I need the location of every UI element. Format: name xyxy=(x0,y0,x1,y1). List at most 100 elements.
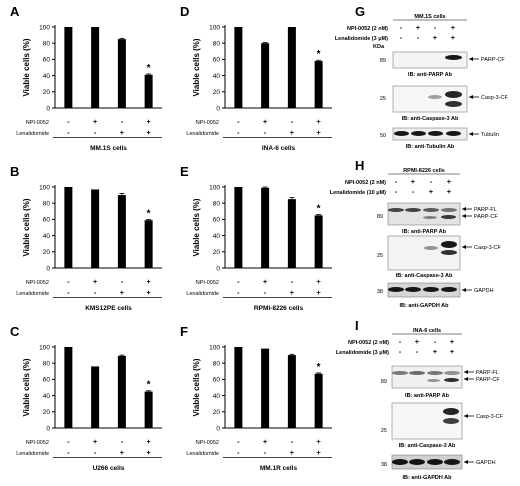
significance-star: * xyxy=(147,63,151,74)
y-tick-label: 100 xyxy=(209,344,220,351)
y-tick-label: 20 xyxy=(43,89,51,96)
arrowhead xyxy=(462,207,466,211)
blot-treatment-sign: - xyxy=(395,177,398,186)
treatment-label: NPI-0052 xyxy=(26,440,49,446)
blot-treatment-sign: - xyxy=(412,187,415,196)
treatment-sign: + xyxy=(290,448,295,457)
significance-star: * xyxy=(317,362,321,373)
treatment-sign: - xyxy=(94,288,97,297)
bar xyxy=(234,347,243,428)
blot-treatment-sign: + xyxy=(450,337,455,346)
panel-letter: F xyxy=(180,324,188,339)
blot-strip xyxy=(391,365,463,389)
treatment-label: NPI-0052 xyxy=(196,440,219,446)
bar xyxy=(314,373,323,428)
treatment-sign: - xyxy=(121,277,124,286)
bar xyxy=(234,27,243,108)
treatment-label: Lenalidomide xyxy=(186,291,219,297)
y-tick-label: 40 xyxy=(213,73,221,80)
treatment-label: Lenalidomide xyxy=(16,291,49,297)
blot-treatment-sign: - xyxy=(417,33,420,42)
blot-treatment-sign: - xyxy=(400,33,403,42)
treatment-sign: + xyxy=(146,277,151,286)
y-tick-label: 0 xyxy=(216,265,220,272)
treatment-sign: + xyxy=(120,448,125,457)
mw-marker: 25 xyxy=(377,253,383,259)
band-arrow-label: GAPDH xyxy=(476,460,496,466)
treatment-sign: - xyxy=(291,277,294,286)
blot-treatment-sign: + xyxy=(450,347,455,356)
panel-letter: A xyxy=(10,4,20,19)
y-tick-label: 40 xyxy=(213,393,221,400)
band xyxy=(409,371,425,375)
blot-treatment-sign: - xyxy=(399,347,402,356)
bar-panel-e: E Viable cells (%) 0 20 40 60 80 100 * NPI-0052 - +… xyxy=(180,164,332,312)
blot-treatment-sign: - xyxy=(400,23,403,32)
blot-treatment-label: NPI-0052 (2 nM) xyxy=(347,26,388,32)
band xyxy=(446,131,461,136)
treatment-sign: + xyxy=(146,437,151,446)
mw-marker: 89 xyxy=(380,58,386,64)
band xyxy=(441,215,456,219)
band xyxy=(427,371,443,375)
bar xyxy=(261,187,270,268)
band xyxy=(423,287,439,292)
blot-treatment-sign: + xyxy=(416,23,421,32)
y-tick-label: 60 xyxy=(43,57,51,64)
treatment-sign: + xyxy=(316,117,321,126)
treatment-sign: + xyxy=(316,288,321,297)
band-arrow-label: PARP-CF xyxy=(474,214,498,220)
bar xyxy=(261,348,270,428)
blot-treatment-sign: + xyxy=(429,187,434,196)
bar xyxy=(287,355,296,428)
bar-panel-b: B Viable cells (%) 0 20 40 60 80 100 * NPI-0052 - +… xyxy=(10,164,162,312)
blot-treatment-sign: - xyxy=(416,347,419,356)
bar xyxy=(314,215,323,268)
y-tick-label: 0 xyxy=(46,265,50,272)
treatment-sign: + xyxy=(316,448,321,457)
treatment-sign: - xyxy=(237,128,240,137)
treatment-sign: + xyxy=(146,117,151,126)
treatment-sign: - xyxy=(94,128,97,137)
bar-panel-c: C Viable cells (%) 0 20 40 60 80 100 * NPI-0052 - +… xyxy=(10,324,162,472)
treatment-sign: - xyxy=(237,277,240,286)
y-tick-label: 100 xyxy=(209,24,220,31)
y-tick-label: 80 xyxy=(43,361,51,368)
panel-letter: H xyxy=(355,158,364,173)
y-tick-label: 0 xyxy=(216,425,220,432)
y-tick-label: 0 xyxy=(46,105,50,112)
treatment-sign: + xyxy=(290,128,295,137)
treatment-sign: + xyxy=(316,277,321,286)
y-tick-label: 60 xyxy=(213,57,221,64)
blot-treatment-sign: - xyxy=(399,337,402,346)
y-tick-label: 20 xyxy=(213,409,221,416)
arrowhead xyxy=(464,370,468,374)
bar xyxy=(144,74,153,108)
bar xyxy=(287,199,296,268)
y-tick-label: 0 xyxy=(216,105,220,112)
bar xyxy=(91,366,100,428)
band xyxy=(445,101,462,107)
band xyxy=(423,208,439,212)
mw-marker: 50 xyxy=(380,133,386,139)
blot-treatment-label: NPI-0052 (2 nM) xyxy=(345,180,386,186)
kda-label: KDa xyxy=(373,44,385,50)
cell-line-label: MM.1R cells xyxy=(260,465,298,472)
treatment-sign: + xyxy=(263,437,268,446)
blot-treatment-label: NPI-0052 (2 nM) xyxy=(348,340,389,346)
blot-antibody-caption: IB: anti-Caspase-3 Ab xyxy=(396,273,453,279)
mw-marker: 89 xyxy=(377,214,383,220)
band xyxy=(443,418,459,424)
treatment-sign: + xyxy=(120,128,125,137)
band xyxy=(392,371,408,375)
band xyxy=(392,459,408,465)
y-axis-label: Viable cells (%) xyxy=(192,358,201,416)
mw-marker: 25 xyxy=(380,96,386,102)
band xyxy=(423,216,437,219)
treatment-sign: - xyxy=(67,277,70,286)
bar xyxy=(234,187,243,268)
arrowhead xyxy=(469,95,473,99)
